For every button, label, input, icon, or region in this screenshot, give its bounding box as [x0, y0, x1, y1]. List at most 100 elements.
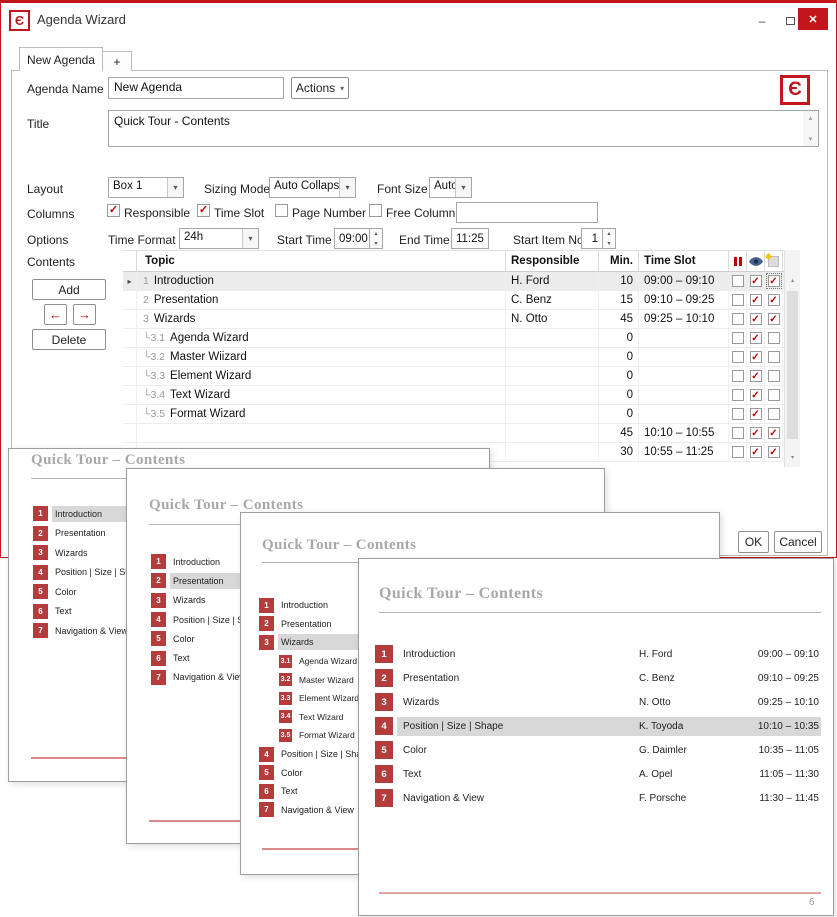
pause-checkbox[interactable] [731, 294, 744, 306]
header-min[interactable]: Min. [599, 251, 639, 271]
cell-time-slot[interactable] [639, 367, 729, 385]
cell-pause[interactable] [729, 405, 747, 423]
scroll-up-icon[interactable]: ▴ [790, 278, 794, 284]
visibility-checkbox[interactable] [749, 408, 762, 420]
visibility-checkbox[interactable] [749, 427, 762, 439]
row-selector[interactable]: ▸ [123, 291, 137, 309]
cell-topic[interactable]: └3.3 Element Wizard [137, 367, 506, 385]
cell-visibility[interactable] [747, 272, 765, 290]
pause-checkbox[interactable] [731, 351, 744, 363]
cell-visibility[interactable] [747, 405, 765, 423]
outdent-button[interactable]: ← [44, 304, 67, 325]
chevron-down-icon[interactable]: ▾ [455, 178, 471, 197]
cancel-button[interactable]: Cancel [774, 531, 822, 553]
maximize-button[interactable] [777, 11, 803, 30]
header-pause-column[interactable] [729, 251, 747, 271]
layout-select[interactable]: Box 1 ▾ [108, 177, 184, 198]
scroll-down-icon[interactable]: ▾ [790, 455, 794, 461]
cell-topic[interactable]: └3.4 Text Wizard [137, 386, 506, 404]
cell-own-slide[interactable] [765, 367, 783, 385]
row-selector[interactable]: ▸ [123, 272, 137, 290]
start-item-stepper[interactable]: ▴ ▾ [603, 228, 616, 249]
header-own-slide-column[interactable] [764, 251, 783, 271]
cell-topic[interactable]: 2 Presentation [137, 291, 506, 309]
cell-own-slide[interactable] [765, 348, 783, 366]
cell-responsible[interactable]: C. Benz [506, 291, 599, 309]
free-column-input[interactable] [456, 202, 598, 223]
add-button[interactable]: Add [32, 279, 106, 300]
cell-own-slide[interactable] [765, 405, 783, 423]
titlebar[interactable]: Є Agenda Wizard – ✕ [1, 6, 836, 34]
pause-checkbox[interactable] [731, 427, 744, 439]
own-slide-checkbox[interactable] [767, 351, 780, 363]
spinner-up-icon[interactable]: ▴ [374, 231, 378, 238]
cell-min[interactable]: 45 [599, 424, 639, 442]
visibility-checkbox[interactable] [749, 332, 762, 344]
slide-preview-window-4[interactable]: Quick Tour – Contents 1 Introduction H. … [358, 558, 834, 916]
cell-own-slide[interactable] [765, 386, 783, 404]
delete-button[interactable]: Delete [32, 329, 106, 350]
cell-responsible[interactable]: N. Otto [506, 310, 599, 328]
actions-button[interactable]: Actions ▾ [291, 77, 349, 99]
own-slide-checkbox[interactable] [767, 332, 780, 344]
cell-pause[interactable] [729, 272, 747, 290]
minimize-button[interactable]: – [749, 11, 775, 30]
own-slide-checkbox[interactable] [767, 389, 780, 401]
spinner-down-icon[interactable]: ▾ [607, 240, 611, 247]
pause-checkbox[interactable] [731, 275, 744, 287]
time-slot-checkbox[interactable] [197, 204, 210, 217]
free-column-checkbox[interactable] [369, 204, 382, 217]
cell-min[interactable]: 0 [599, 386, 639, 404]
header-topic[interactable]: Topic [137, 251, 506, 271]
cell-min[interactable]: 0 [599, 329, 639, 347]
cell-pause[interactable] [729, 443, 747, 461]
cell-min[interactable]: 0 [599, 367, 639, 385]
responsible-checkbox[interactable] [107, 204, 120, 217]
indent-button[interactable]: → [73, 304, 96, 325]
cell-visibility[interactable] [747, 310, 765, 328]
start-time-input[interactable]: 09:00 [334, 228, 370, 249]
page-number-checkbox[interactable] [275, 204, 288, 217]
cell-topic[interactable]: └3.1 Agenda Wizard [137, 329, 506, 347]
cell-time-slot[interactable]: 09:00 – 09:10 [639, 272, 729, 290]
tab-add[interactable]: + [102, 51, 132, 71]
cell-own-slide[interactable] [765, 272, 783, 290]
cell-min[interactable]: 45 [599, 310, 639, 328]
cell-pause[interactable] [729, 329, 747, 347]
title-scrollbar[interactable]: ▴ ▾ [803, 111, 818, 146]
cell-time-slot[interactable] [639, 348, 729, 366]
own-slide-checkbox[interactable] [767, 294, 780, 306]
cell-visibility[interactable] [747, 367, 765, 385]
cell-pause[interactable] [729, 367, 747, 385]
row-selector[interactable]: ▸ [123, 310, 137, 328]
visibility-checkbox[interactable] [749, 313, 762, 325]
visibility-checkbox[interactable] [749, 389, 762, 401]
ok-button[interactable]: OK [738, 531, 769, 553]
cell-visibility[interactable] [747, 443, 765, 461]
scroll-up-icon[interactable]: ▴ [808, 115, 813, 122]
spinner-up-icon[interactable]: ▴ [607, 231, 611, 238]
chevron-down-icon[interactable]: ▾ [167, 178, 183, 197]
cell-own-slide[interactable] [765, 424, 783, 442]
row-selector[interactable]: ▸ [123, 405, 137, 423]
cell-topic[interactable]: └3.2 Master Wiizard [137, 348, 506, 366]
row-selector[interactable]: ▸ [123, 329, 137, 347]
cell-topic[interactable] [137, 424, 506, 442]
cell-pause[interactable] [729, 310, 747, 328]
cell-responsible[interactable] [506, 424, 599, 442]
cell-pause[interactable] [729, 424, 747, 442]
cell-visibility[interactable] [747, 386, 765, 404]
cell-pause[interactable] [729, 386, 747, 404]
cell-responsible[interactable] [506, 443, 599, 461]
cell-time-slot[interactable] [639, 329, 729, 347]
cell-min[interactable]: 10 [599, 272, 639, 290]
header-time-slot[interactable]: Time Slot [639, 251, 729, 271]
cell-responsible[interactable] [506, 405, 599, 423]
header-responsible[interactable]: Responsible [506, 251, 599, 271]
own-slide-checkbox[interactable] [767, 446, 780, 458]
